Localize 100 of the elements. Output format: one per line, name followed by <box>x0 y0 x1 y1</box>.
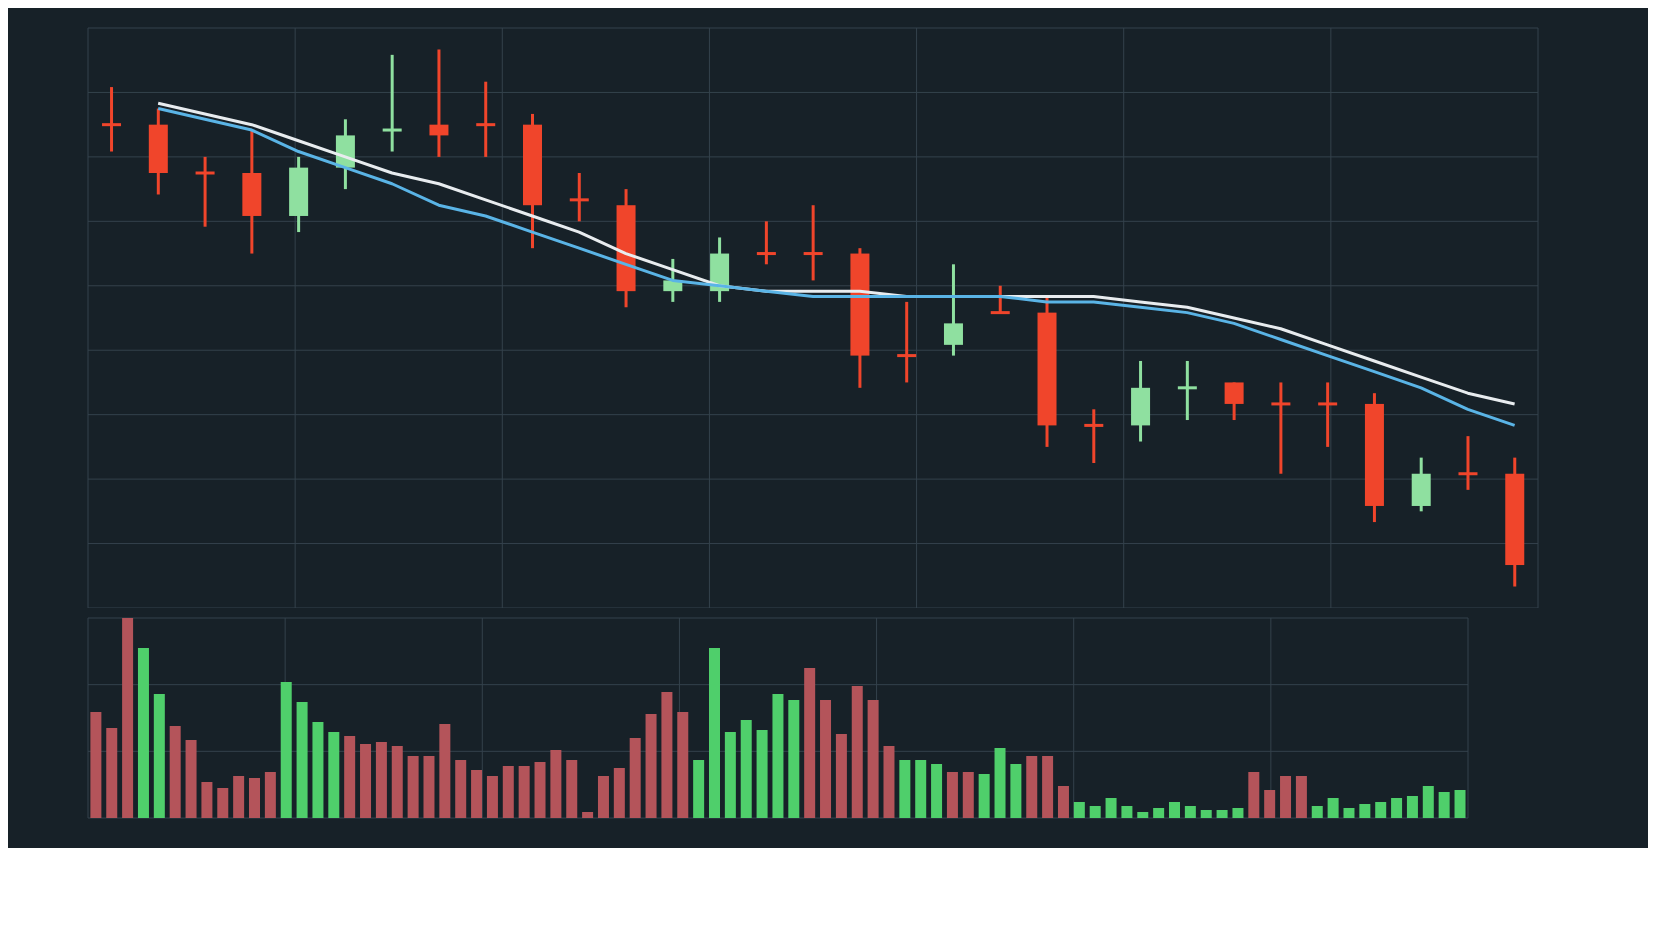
bar <box>486 776 498 818</box>
bar <box>1026 756 1038 818</box>
bar <box>994 748 1006 818</box>
bar <box>1295 776 1307 818</box>
bar <box>740 720 752 818</box>
bar <box>788 700 800 818</box>
bar <box>1121 806 1133 818</box>
bar <box>1391 798 1403 818</box>
candlestick <box>1318 382 1338 447</box>
bar <box>1137 812 1149 818</box>
bar <box>264 772 276 818</box>
candlestick <box>1458 436 1478 490</box>
bar <box>1422 786 1434 818</box>
bar <box>1264 790 1276 818</box>
bar <box>566 760 578 818</box>
bar <box>169 726 181 818</box>
bar <box>1454 790 1466 818</box>
bar <box>915 760 927 818</box>
bar <box>1010 764 1022 818</box>
bar <box>1216 810 1228 818</box>
bar <box>249 778 260 818</box>
bar <box>328 732 340 818</box>
bar <box>518 766 530 818</box>
candlestick <box>803 205 823 281</box>
bar <box>820 700 832 818</box>
bar <box>1089 806 1101 818</box>
bar <box>1169 802 1180 818</box>
bar <box>1280 776 1292 818</box>
bar <box>423 756 435 818</box>
bar <box>391 746 403 818</box>
bar <box>867 700 879 818</box>
candlestick <box>195 155 215 227</box>
candlestick <box>1271 382 1291 474</box>
candlestick <box>102 87 122 152</box>
bar <box>661 692 673 818</box>
bar <box>217 788 229 818</box>
candlestick <box>382 53 402 152</box>
bar <box>407 756 419 818</box>
bar <box>1153 808 1165 818</box>
bar <box>931 764 943 818</box>
bar <box>550 750 562 818</box>
bar <box>835 734 847 818</box>
bar <box>534 762 546 818</box>
bar <box>1057 786 1069 818</box>
bar <box>201 782 213 818</box>
bar <box>1073 802 1085 818</box>
bar <box>344 736 356 818</box>
bar <box>233 776 245 818</box>
bar <box>899 760 911 818</box>
bar <box>90 712 102 818</box>
bar <box>804 668 816 818</box>
candlestick <box>756 221 776 265</box>
candlestick <box>1224 382 1244 422</box>
candlestick <box>990 284 1010 315</box>
bar <box>645 714 657 818</box>
candlestick <box>476 81 496 157</box>
candlestick <box>943 264 963 356</box>
bar <box>137 648 149 818</box>
bar <box>280 682 292 818</box>
bar <box>471 770 483 818</box>
bar <box>629 738 641 818</box>
bar <box>1200 810 1212 818</box>
candlestick <box>429 49 449 157</box>
bar <box>772 694 784 818</box>
bar <box>962 772 974 818</box>
bar <box>756 730 768 818</box>
bar <box>946 772 958 818</box>
bar <box>439 724 451 818</box>
bar <box>883 746 895 818</box>
bar <box>978 774 990 818</box>
bar <box>1375 802 1387 818</box>
bar <box>693 760 705 818</box>
bar <box>1105 798 1117 818</box>
bar <box>1232 808 1244 818</box>
bar <box>296 702 308 818</box>
bar <box>455 760 467 818</box>
bar <box>613 768 625 818</box>
bar <box>851 686 863 818</box>
bar <box>106 728 118 818</box>
bar <box>1248 772 1260 818</box>
bar <box>1359 804 1371 818</box>
bar <box>122 618 134 818</box>
bar <box>1184 806 1196 818</box>
bar <box>1406 796 1418 818</box>
bar <box>1042 756 1054 818</box>
bar <box>724 732 736 818</box>
bar <box>1438 792 1450 818</box>
bar <box>360 744 372 818</box>
bar <box>185 740 197 818</box>
bar <box>1311 806 1323 818</box>
bar <box>153 694 165 818</box>
bar <box>502 766 514 818</box>
candlestick <box>569 173 589 222</box>
candlestick <box>897 300 917 383</box>
bar <box>375 742 387 818</box>
candlestick <box>1177 359 1197 422</box>
bar <box>677 712 689 818</box>
bar <box>312 722 324 818</box>
bar <box>1343 808 1355 818</box>
bar <box>597 776 609 818</box>
